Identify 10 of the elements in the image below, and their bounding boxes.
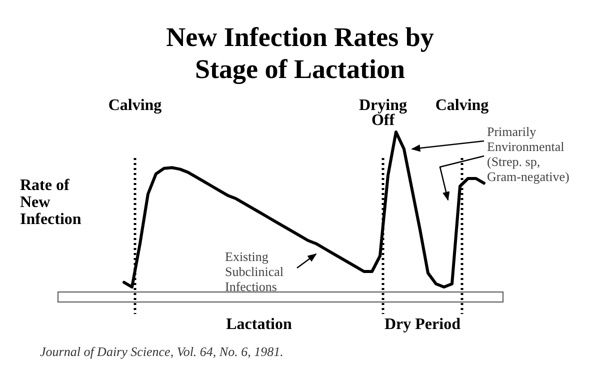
text: Journal of Dairy Science, Vol. 64, No. 6, 1981. [40, 344, 284, 359]
text: Lactation [226, 316, 292, 333]
text: Dry Period [384, 316, 461, 333]
annotation: Primarily Environmental (Strep. sp, Gram-negative) [487, 124, 570, 184]
annotation: Existing Subclinical Infections [225, 249, 284, 294]
chart-title: New Infection Rates by Stage of Lactation [166, 22, 434, 84]
text: Calving [435, 97, 489, 114]
text: Drying Off [359, 97, 407, 129]
y-axis-title: Rate of New Infection [20, 177, 82, 228]
text: Calving [108, 97, 162, 114]
